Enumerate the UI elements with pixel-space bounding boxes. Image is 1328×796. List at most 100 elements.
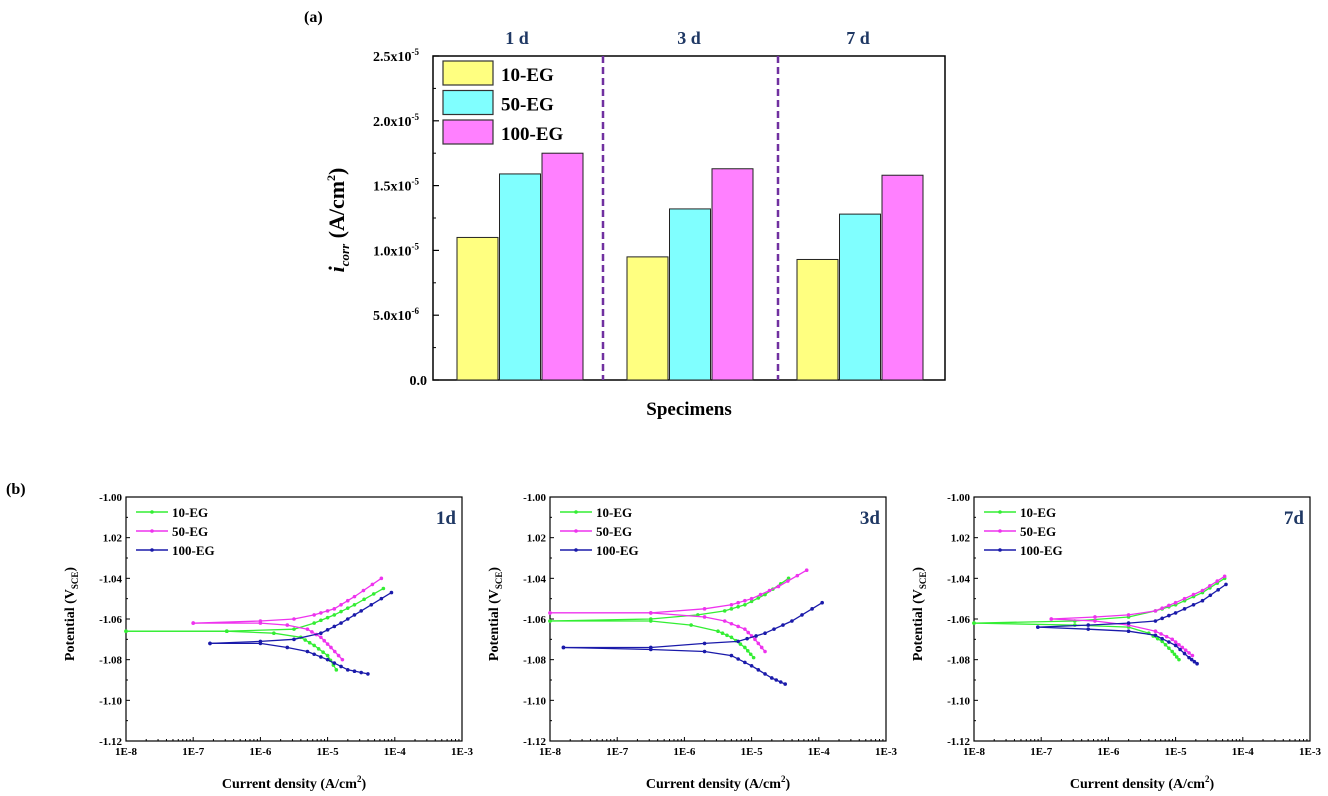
data-point [795, 573, 800, 578]
y-tick-label: -1.08 [947, 655, 970, 667]
data-point [1191, 592, 1196, 597]
data-point [316, 647, 321, 651]
data-point [1160, 616, 1164, 621]
bar-100-eg [541, 152, 584, 381]
day-annotation: 7d [1284, 508, 1305, 529]
data-point [379, 576, 384, 581]
data-point [725, 633, 729, 638]
data-point [319, 655, 323, 659]
data-point [972, 621, 976, 625]
data-point [325, 615, 330, 620]
data-point [1195, 661, 1199, 666]
legend-label: 50-EG [172, 524, 208, 539]
data-point [736, 624, 740, 629]
data-point [208, 641, 212, 646]
data-point [325, 653, 330, 658]
bar-10-eg [456, 236, 499, 381]
data-point [322, 638, 327, 643]
legend-label: 100-EG [172, 543, 215, 558]
data-point [362, 597, 366, 602]
data-point [319, 611, 323, 615]
y-tick-label: -1.04 [99, 573, 122, 585]
data-point [729, 607, 734, 611]
x-tick-label: 1E-5 [1165, 746, 1188, 758]
data-point [359, 670, 364, 675]
data-point [729, 653, 734, 658]
y-tick-label: 5.0x10-6 [373, 306, 419, 324]
data-point [359, 609, 364, 613]
data-point [381, 586, 386, 591]
x-tick-label: 1E-7 [606, 746, 629, 758]
x-tick-label: 1E-7 [182, 746, 205, 758]
y-axis-label: icorr (A/cm2) [324, 168, 352, 273]
data-point [369, 602, 374, 607]
data-point [345, 617, 350, 621]
data-point [325, 609, 330, 613]
data-point [272, 631, 276, 636]
data-point [689, 623, 693, 627]
data-point [763, 649, 767, 654]
data-point [1182, 607, 1187, 611]
data-point [1167, 613, 1171, 618]
data-point [1153, 633, 1158, 638]
data-point [745, 649, 750, 653]
legend-marker [150, 529, 154, 533]
data-point [340, 657, 345, 662]
data-point [722, 609, 727, 613]
legend-marker [998, 529, 1002, 533]
data-point [772, 627, 776, 631]
day-annotation: 1d [436, 508, 457, 529]
category-label: 7 d [846, 28, 870, 48]
data-point [1153, 619, 1158, 623]
legend-label: 50-EG [596, 524, 632, 539]
data-point [319, 618, 323, 623]
x-tick-label: 1E-8 [539, 746, 562, 758]
data-point [370, 582, 375, 587]
y-tick-label: 1.0x10-5 [373, 241, 419, 259]
data-point [756, 596, 761, 600]
data-point [702, 607, 707, 611]
data-point [1216, 588, 1220, 592]
data-point [325, 657, 330, 662]
data-point [312, 643, 316, 648]
data-point [1189, 657, 1194, 662]
data-point [1224, 582, 1228, 587]
data-point [756, 668, 761, 672]
data-point [720, 631, 725, 636]
data-point [753, 637, 757, 642]
legend-marker [998, 510, 1002, 514]
data-point [1172, 652, 1177, 657]
y-tick-label: -1.06 [523, 614, 546, 626]
data-point [379, 596, 384, 601]
y-tick-label: -1.10 [947, 695, 970, 707]
x-tick-label: 1E-5 [317, 746, 340, 758]
data-point [1173, 640, 1178, 644]
y-tick-label: -1.12 [99, 736, 122, 748]
data-point [1086, 627, 1091, 631]
legend-label: 10-EG [501, 65, 554, 86]
data-point [1178, 647, 1182, 652]
data-point [1086, 623, 1091, 627]
data-point [285, 623, 290, 627]
data-point [325, 642, 330, 646]
bar-50-eg [669, 208, 711, 381]
data-point [334, 668, 339, 672]
category-label: 3 d [677, 28, 701, 48]
data-point [743, 645, 747, 650]
y-tick-label: -1.10 [523, 695, 546, 707]
day-annotation: 3d [860, 508, 881, 529]
data-point [124, 629, 128, 633]
x-tick-label: 1E-7 [1030, 746, 1053, 758]
data-point [702, 649, 707, 654]
data-point [649, 611, 653, 615]
data-point [1163, 642, 1168, 647]
legend-label: 50-EG [501, 95, 554, 116]
y-tick-label: -1.08 [523, 655, 546, 667]
data-point [352, 594, 357, 599]
data-point [1160, 639, 1164, 644]
x-tick-label: 1E-8 [963, 746, 986, 758]
data-point [339, 621, 343, 625]
data-point [722, 619, 727, 623]
legend-swatch [442, 119, 494, 145]
legend-label: 100-EG [501, 124, 564, 145]
